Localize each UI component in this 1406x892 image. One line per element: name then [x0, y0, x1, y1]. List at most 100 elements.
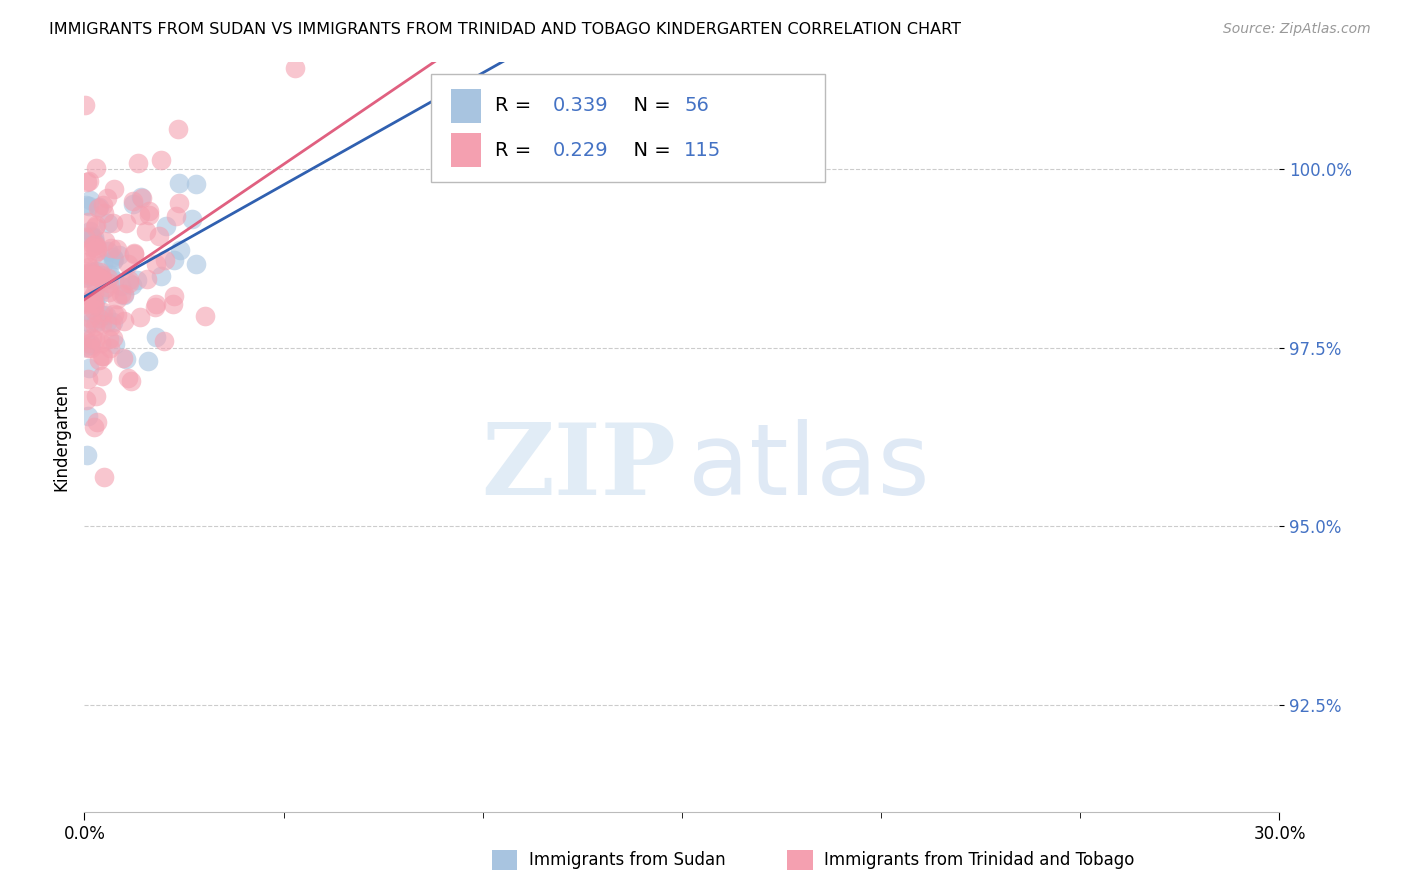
Text: IMMIGRANTS FROM SUDAN VS IMMIGRANTS FROM TRINIDAD AND TOBAGO KINDERGARTEN CORREL: IMMIGRANTS FROM SUDAN VS IMMIGRANTS FROM… [49, 22, 962, 37]
Point [103, 253, 125, 268]
Point [129, 190, 152, 204]
Point [79, 224, 101, 238]
Point [180, 211, 202, 226]
Point [98, 332, 121, 346]
Point [163, 253, 186, 268]
Point [84, 278, 107, 293]
Point [112, 314, 135, 328]
Point [149, 268, 172, 283]
Point [169, 243, 191, 257]
Point [76, 254, 98, 268]
Point [127, 155, 149, 169]
Point [91, 308, 114, 322]
Point [80, 228, 103, 243]
Point [97, 216, 120, 230]
Point [83, 287, 105, 301]
Point [91, 305, 114, 319]
Point [82, 293, 104, 308]
Point [83, 229, 105, 244]
Point [145, 257, 167, 271]
Text: 115: 115 [685, 141, 721, 160]
Point [75, 270, 97, 285]
Point [105, 292, 128, 306]
Point [79, 193, 101, 207]
Point [129, 208, 152, 222]
Point [105, 242, 128, 256]
Point [100, 241, 122, 255]
Point [122, 246, 145, 260]
Point [122, 197, 145, 211]
Point [97, 244, 120, 259]
Point [75, 294, 97, 309]
Point [98, 285, 121, 300]
Point [103, 315, 125, 329]
Point [90, 369, 112, 384]
Point [75, 297, 97, 311]
Point [73, 332, 96, 346]
Point [136, 272, 159, 286]
Point [84, 268, 107, 283]
Point [138, 203, 160, 218]
Point [117, 371, 139, 385]
Point [94, 234, 117, 248]
Point [121, 278, 143, 293]
Point [75, 246, 97, 260]
Text: R =: R = [495, 96, 538, 115]
Point [184, 257, 207, 271]
Point [108, 247, 131, 261]
Point [79, 342, 101, 356]
Point [110, 286, 132, 301]
Point [149, 153, 172, 167]
Point [75, 392, 97, 407]
Point [93, 283, 115, 297]
Point [98, 342, 121, 356]
Point [101, 250, 124, 264]
Point [98, 277, 121, 291]
Point [103, 307, 125, 321]
Text: Source: ZipAtlas.com: Source: ZipAtlas.com [1223, 22, 1371, 37]
Point [80, 265, 103, 279]
Point [91, 349, 114, 363]
Point [143, 300, 166, 314]
Point [79, 264, 101, 278]
Point [83, 333, 105, 347]
Text: atlas: atlas [688, 418, 929, 516]
Point [283, 61, 305, 75]
Point [82, 239, 104, 253]
Point [73, 98, 96, 112]
Text: Immigrants from Trinidad and Tobago: Immigrants from Trinidad and Tobago [824, 851, 1135, 869]
Point [155, 219, 177, 234]
Point [77, 174, 100, 188]
Point [105, 308, 128, 322]
Point [167, 196, 190, 211]
Point [135, 224, 157, 238]
Point [117, 257, 139, 271]
Point [90, 268, 112, 282]
Point [76, 449, 98, 463]
Point [89, 288, 111, 302]
Point [84, 218, 107, 232]
Text: 0.229: 0.229 [553, 141, 609, 160]
Text: ZIP: ZIP [481, 418, 676, 516]
Point [112, 351, 135, 365]
Point [96, 315, 118, 329]
Point [101, 331, 124, 345]
Point [103, 337, 125, 351]
Point [103, 252, 125, 266]
Text: 0.339: 0.339 [553, 96, 609, 115]
Text: R =: R = [495, 141, 538, 160]
Bar [451, 134, 481, 167]
Point [83, 219, 105, 234]
Point [83, 246, 105, 260]
Point [138, 353, 160, 368]
Point [167, 176, 190, 190]
Point [162, 297, 184, 311]
Text: N =: N = [621, 141, 676, 160]
Point [118, 276, 141, 290]
Point [73, 230, 96, 244]
Point [131, 191, 153, 205]
Point [80, 306, 103, 320]
Point [76, 175, 98, 189]
Point [91, 273, 114, 287]
Point [120, 374, 142, 388]
